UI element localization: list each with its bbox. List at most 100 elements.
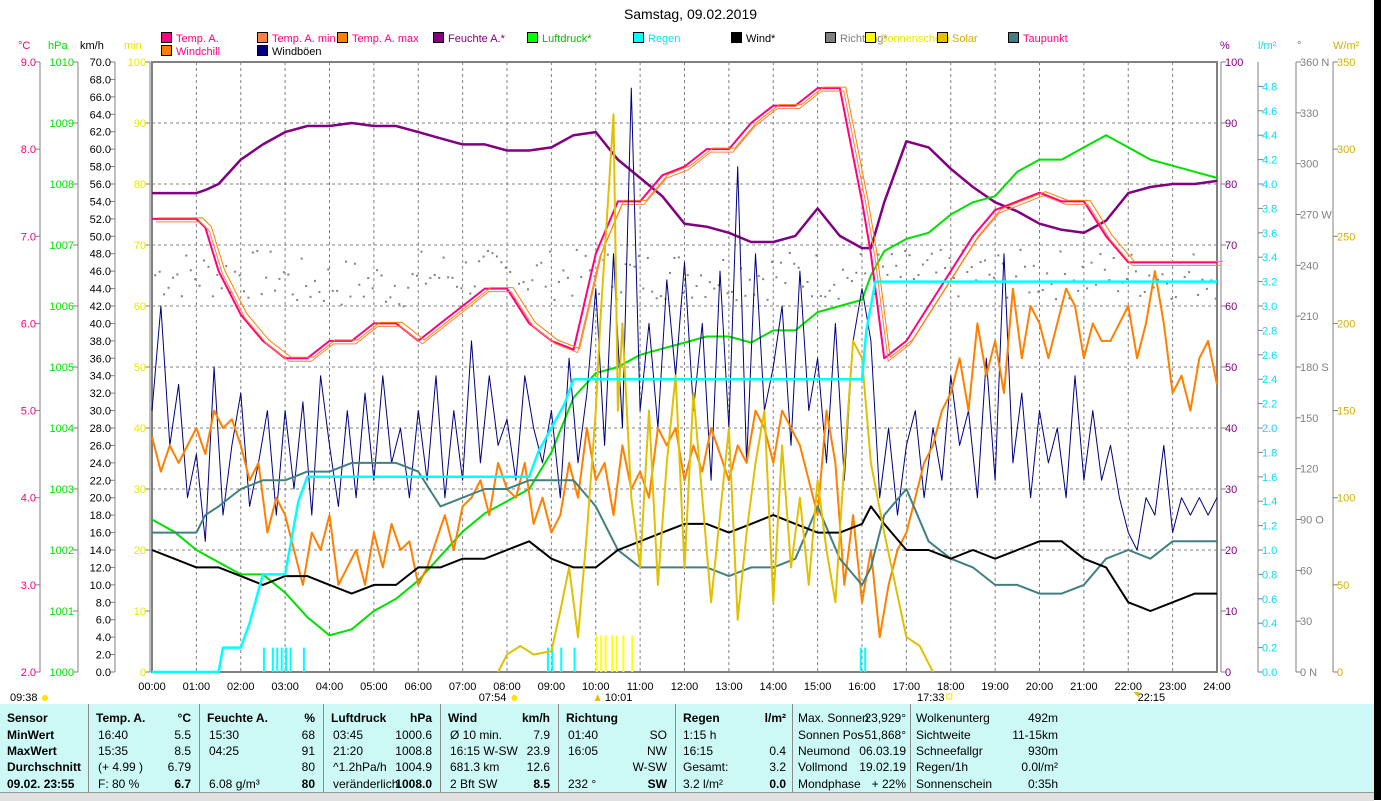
direction-point (1081, 265, 1084, 268)
axis-label-temp: 7.0 (21, 231, 36, 243)
window-edge (1374, 0, 1381, 800)
direction-point (1050, 283, 1053, 286)
direction-point (735, 299, 738, 302)
axis-label-wind: 34.0 (90, 371, 111, 383)
axis-label-direction: 30 (1300, 616, 1312, 628)
axis-label-rain: 3.6 (1262, 228, 1277, 240)
direction-point (509, 271, 512, 274)
direction-point (1157, 278, 1160, 281)
axis-label-sun_min: 100 (128, 57, 146, 69)
direction-point (229, 291, 232, 294)
rain-row-value: 0.0 (769, 777, 786, 791)
direction-point (504, 266, 507, 269)
direction-point (620, 291, 623, 294)
axis-label-wind: 12.0 (90, 562, 111, 574)
direction-point (775, 276, 778, 279)
axis-label-wind: 2.0 (96, 650, 111, 662)
unit-temp: °C (18, 40, 31, 52)
direction-point (225, 265, 228, 268)
direction-point (242, 290, 245, 293)
axis-label-rain: 3.0 (1262, 301, 1277, 313)
humidity-row-label: 04:25 (209, 744, 240, 758)
x-tick-label: 16:00 (848, 681, 876, 693)
direction-point (846, 276, 849, 279)
axis-label-direction: 120 (1300, 464, 1318, 476)
sunshine-bar (595, 635, 598, 672)
legend-solar: Solar (937, 32, 978, 45)
direction-point (353, 262, 356, 265)
axis-label-rain: 0.0 (1262, 667, 1277, 679)
direction-point (629, 263, 632, 266)
x-tick-label: 01:00 (183, 681, 211, 693)
axis-label-temp: 6.0 (21, 318, 36, 330)
direction-point (584, 254, 587, 257)
axis-label-temp: 2.0 (21, 667, 36, 679)
axis-label-wind: 58.0 (90, 162, 111, 174)
direction-point (802, 285, 805, 288)
direction-point (895, 264, 898, 267)
sunshine-bar (604, 635, 607, 672)
wind-unit: km/h (521, 711, 550, 725)
direction-point (518, 282, 521, 285)
axis-label-pressure: 1008 (50, 179, 74, 191)
axis-label-wind: 0.0 (96, 667, 111, 679)
rain-row-label: 1:15 h (683, 728, 717, 742)
direction-row-label: 232 ° (568, 777, 597, 791)
direction-point (793, 262, 796, 265)
direction-point (558, 280, 561, 283)
direction-point (1086, 287, 1089, 290)
col-wind: Wind km/h Ø 10 min. 7.9 16:15 W-SW 23.9 681.3 … (440, 704, 559, 792)
axis-label-pressure: 1010 (50, 57, 74, 69)
axis-label-wind: 36.0 (90, 353, 111, 365)
direction-point (944, 266, 947, 269)
direction-point (313, 279, 316, 282)
direction-point (1041, 289, 1044, 292)
direction-point (682, 291, 685, 294)
direction-point (704, 295, 707, 298)
direction-point (549, 250, 552, 253)
direction-point (1143, 290, 1146, 293)
direction-point (864, 272, 867, 275)
col-humidity: Feuchte A.% 15:30 68 04:25 91 80 6.08 g/m³ 80 (199, 704, 324, 792)
rain-row-label: 3.2 l/m² (683, 777, 724, 791)
direction-point (500, 261, 503, 264)
direction-point (788, 251, 791, 254)
direction-point (495, 255, 498, 258)
direction-point (451, 276, 454, 279)
direction-point (296, 299, 299, 302)
pressure-row-label: veränderlich (333, 777, 399, 791)
axis-label-wind: 26.0 (90, 440, 111, 452)
axis-label-wind: 62.0 (90, 127, 111, 139)
axis-label-solar: 50 (1337, 580, 1349, 592)
axis-label-direction: 360 N (1300, 57, 1329, 69)
humidity-row-value: 68 (301, 728, 315, 742)
axis-label-wind: 30.0 (90, 406, 111, 418)
direction-point (988, 273, 991, 276)
rain-unit: l/m² (764, 711, 786, 725)
direction-point (176, 273, 179, 276)
axis-label-solar: 250 (1337, 231, 1355, 243)
wind-row-value: 12.6 (526, 760, 550, 774)
humidity-row-label: 6.08 g/m³ (209, 777, 260, 791)
direction-point (921, 263, 924, 266)
axis-label-sun_min: 10 (134, 606, 146, 618)
series-temp-a- (152, 87, 1217, 360)
direction-point (731, 290, 734, 293)
direction-point (194, 278, 197, 281)
temp-row-label: (+ 4.99 ) (98, 760, 144, 774)
x-tick-label: 10:00 (582, 681, 610, 693)
humidity-row-value: 91 (301, 744, 315, 758)
direction-point (1161, 273, 1164, 276)
extra-label: Sonnenschein (916, 777, 993, 791)
axis-label-wind: 42.0 (90, 301, 111, 313)
direction-point (464, 261, 467, 264)
axis-label-humidity: 80 (1225, 179, 1237, 191)
axis-label-sun_min: 20 (134, 545, 146, 557)
wind-row-label: Ø 10 min. (450, 728, 503, 742)
wind-row-value: 8.5 (533, 777, 550, 791)
axis-label-solar: 350 (1337, 57, 1355, 69)
pressure-row-value: 1004.9 (395, 760, 432, 774)
wind-row-label: 2 Bft SW (450, 777, 498, 791)
direction-point (1032, 264, 1035, 267)
axis-label-humidity: 90 (1225, 118, 1237, 130)
